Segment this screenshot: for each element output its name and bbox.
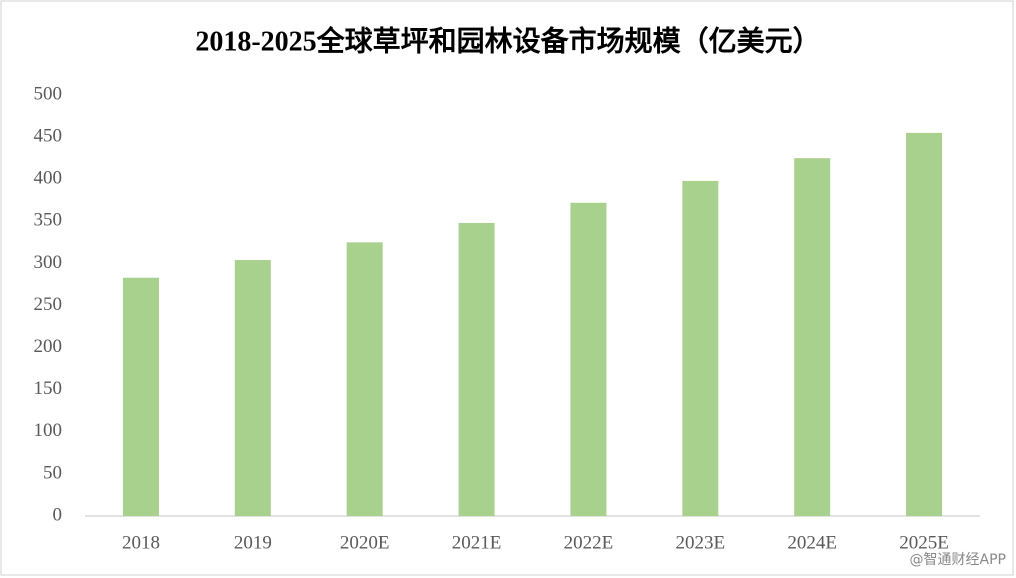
- y-tick-label: 450: [34, 125, 63, 146]
- bar: [234, 260, 271, 516]
- y-tick-label: 300: [34, 252, 63, 273]
- x-tick-label: 2021E: [452, 532, 502, 553]
- bar: [570, 202, 607, 516]
- y-tick-label: 150: [34, 378, 63, 399]
- y-tick-label: 50: [43, 462, 62, 483]
- x-tick-label: 2025E: [899, 532, 949, 553]
- x-tick-label: 2019: [234, 532, 272, 553]
- x-tick-label: 2020E: [340, 532, 390, 553]
- x-tick-label: 2023E: [676, 532, 726, 553]
- bar: [458, 222, 495, 516]
- y-tick-label: 200: [34, 336, 63, 357]
- bar: [346, 242, 383, 516]
- y-tick-label: 0: [53, 504, 63, 525]
- bar: [794, 158, 831, 516]
- y-tick-label: 500: [34, 83, 63, 104]
- x-tick-label: 2022E: [564, 532, 614, 553]
- y-tick-label: 250: [34, 294, 63, 315]
- bar: [122, 277, 159, 516]
- bar: [682, 180, 719, 516]
- chart-title: 2018-2025全球草坪和园林设备市场规模（亿美元）: [195, 24, 820, 57]
- y-tick-label: 350: [34, 210, 63, 231]
- x-tick-label: 2018: [122, 532, 160, 553]
- bar: [906, 132, 943, 516]
- y-tick-label: 400: [34, 168, 63, 189]
- x-tick-label: 2024E: [787, 532, 837, 553]
- y-tick-label: 100: [34, 420, 63, 441]
- watermark: @智通财经APP: [910, 552, 1006, 568]
